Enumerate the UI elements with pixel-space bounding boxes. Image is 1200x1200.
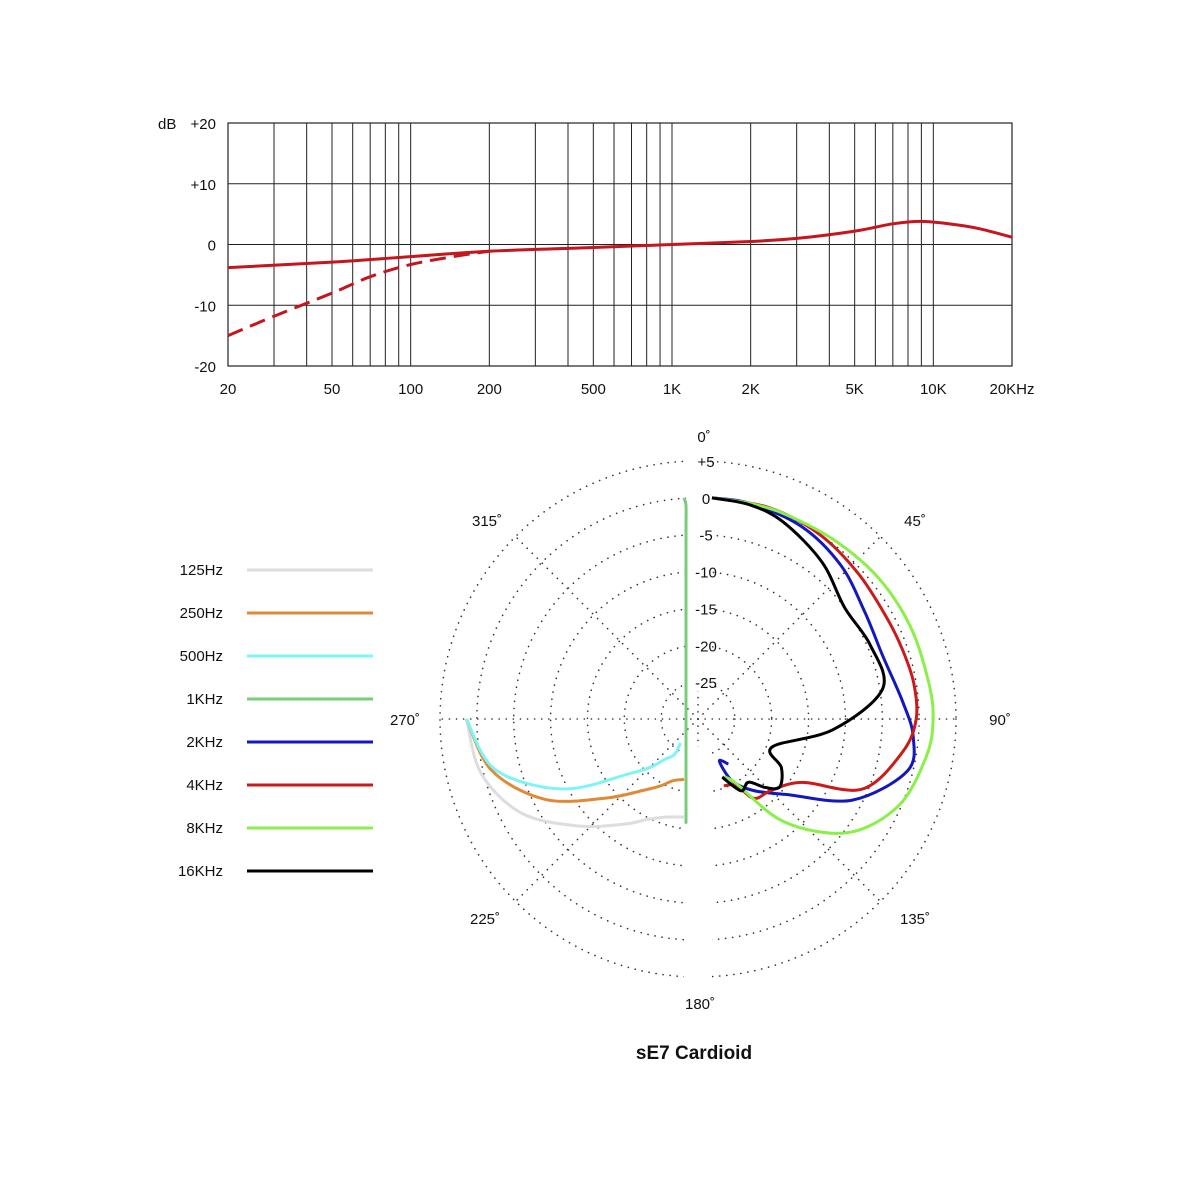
legend-label: 2KHz bbox=[186, 734, 223, 751]
fr-x-tick-label: 500 bbox=[581, 381, 606, 398]
polar-series-250hz bbox=[465, 718, 685, 803]
fr-grid bbox=[227, 122, 1013, 367]
fr-x-tick-label: 1K bbox=[663, 381, 681, 398]
polar-series-2khz bbox=[711, 496, 916, 803]
polar-series-8khz bbox=[711, 496, 935, 835]
fr-frame bbox=[227, 122, 1013, 367]
polar-r-tick-label: 0 bbox=[702, 491, 710, 508]
polar-angle-label: 225˚ bbox=[470, 911, 500, 928]
fr-y-tick-label: +20 bbox=[191, 116, 216, 133]
polar-angle-label: 135˚ bbox=[900, 911, 930, 928]
fr-x-tick-label: 100 bbox=[398, 381, 423, 398]
legend-label: 16KHz bbox=[178, 863, 223, 880]
polar-series-500hz bbox=[465, 718, 682, 791]
polar-ring bbox=[549, 570, 847, 868]
legend: 125Hz 250Hz 500Hz 1KHz 2KHz 4KHz 8KHz 16KHz bbox=[178, 562, 373, 880]
polar-pattern-chart: +5 0 -5 -10 -15 -20 -25 0˚ 45˚ 90˚ 135˚ 180˚ 225˚ 270… bbox=[178, 429, 1011, 1064]
legend-label: 125Hz bbox=[180, 562, 223, 579]
fr-y-tick-label: 0 bbox=[208, 238, 216, 255]
polar-spoke bbox=[514, 718, 699, 903]
fr-x-tick-label: 5K bbox=[845, 381, 863, 398]
legend-label: 8KHz bbox=[186, 820, 223, 837]
polar-angle-label: 90˚ bbox=[989, 712, 1011, 729]
frequency-response-chart: dB 20 50 100 200 500 1K 2K 5K 10K 20KHz +20 +10 0 -10… bbox=[158, 116, 1035, 398]
polar-series-125hz bbox=[465, 718, 685, 829]
fr-y-tick-label: +10 bbox=[191, 177, 216, 194]
polar-angle-label: 180˚ bbox=[685, 996, 715, 1013]
legend-label: 500Hz bbox=[180, 648, 223, 665]
polar-angle-label: 0˚ bbox=[697, 429, 710, 446]
polar-series-4khz bbox=[711, 496, 919, 800]
polar-series-group bbox=[465, 496, 935, 835]
polar-grid bbox=[439, 459, 957, 995]
fr-x-tick-label: 50 bbox=[324, 381, 341, 398]
polar-axis-gap-top bbox=[686, 459, 710, 691]
polar-series-1khz bbox=[682, 497, 688, 824]
polar-r-tick-label: -15 bbox=[695, 601, 717, 618]
fr-x-tick-label: 2K bbox=[741, 381, 759, 398]
fr-x-tick-label: 200 bbox=[477, 381, 502, 398]
polar-ring bbox=[660, 681, 736, 757]
legend-label: 1KHz bbox=[186, 691, 223, 708]
fr-y-axis-label: dB bbox=[158, 116, 176, 133]
polar-labels: +5 0 -5 -10 -15 -20 -25 0˚ 45˚ 90˚ 135˚ 180˚ 225˚ 270… bbox=[390, 429, 1011, 1013]
fr-x-tick-label: 20 bbox=[220, 381, 237, 398]
fr-y-tick-label: -10 bbox=[194, 298, 216, 315]
fr-y-tick-label: -20 bbox=[194, 359, 216, 376]
polar-spoke bbox=[697, 535, 882, 720]
chart-caption: sE7 Cardioid bbox=[636, 1043, 752, 1064]
polar-angle-label: 270˚ bbox=[390, 712, 420, 729]
polar-r-tick-label: +5 bbox=[697, 454, 714, 471]
polar-r-tick-label: -10 bbox=[695, 565, 717, 582]
polar-r-tick-label: -20 bbox=[695, 638, 717, 655]
polar-angle-label: 315˚ bbox=[472, 513, 502, 530]
polar-series-16khz bbox=[711, 496, 886, 793]
polar-ring bbox=[586, 607, 810, 831]
polar-angle-label: 45˚ bbox=[904, 513, 926, 530]
polar-ring bbox=[623, 644, 773, 794]
fr-x-tick-label: 10K bbox=[920, 381, 947, 398]
fr-series-dashed bbox=[227, 249, 490, 337]
polar-spoke bbox=[514, 535, 699, 720]
polar-spoke bbox=[697, 718, 882, 903]
fr-x-tick-label: 20KHz bbox=[989, 381, 1034, 398]
fr-series-solid bbox=[227, 219, 1013, 270]
legend-label: 4KHz bbox=[186, 777, 223, 794]
polar-r-tick-label: -25 bbox=[695, 675, 717, 692]
fr-series-group bbox=[227, 219, 1013, 337]
fr-tick-labels: dB 20 50 100 200 500 1K 2K 5K 10K 20KHz +20 +10 0 -10… bbox=[158, 116, 1035, 398]
polar-axis-gap-bottom bbox=[684, 747, 712, 995]
polar-r-tick-label: -5 bbox=[699, 528, 712, 545]
legend-label: 250Hz bbox=[180, 605, 223, 622]
